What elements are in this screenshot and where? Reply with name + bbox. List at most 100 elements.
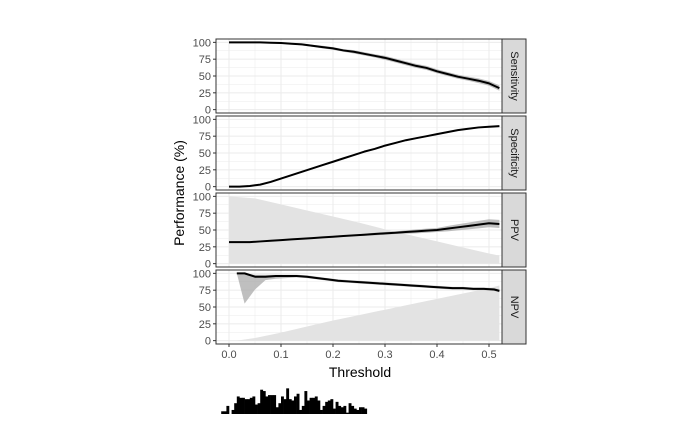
y-axis-title: Performance (%) (171, 140, 187, 246)
histogram-bar (314, 396, 318, 414)
histogram-bar (221, 411, 225, 414)
histogram-bar (249, 397, 253, 414)
histogram-bar (351, 405, 355, 414)
shaded-area (236, 285, 500, 341)
histogram-bar (244, 399, 248, 414)
y-tick-label: 25 (199, 319, 211, 331)
y-tick-label: 100 (193, 268, 211, 280)
series-line-ppv (229, 222, 500, 244)
strip-label-specificity: Specificity (508, 128, 520, 178)
histogram-bar (286, 388, 290, 414)
threshold-histogram (221, 388, 368, 414)
histogram-bar (327, 400, 331, 414)
histogram-bar (307, 400, 310, 414)
histogram-bar (361, 407, 365, 414)
histogram-bar (257, 403, 261, 414)
y-tick-label: 25 (199, 242, 211, 254)
y-tick-label: 50 (199, 302, 211, 314)
y-tick-label: 0 (205, 259, 211, 271)
strip-specificity (501, 115, 527, 191)
histogram-bar (262, 391, 266, 414)
histogram-bar (273, 395, 277, 414)
histogram-bar (234, 403, 238, 414)
y-tick-label: 75 (199, 285, 211, 297)
x-tick-label: 0.4 (429, 349, 444, 361)
histogram-bar (301, 405, 305, 414)
histogram-bar (283, 399, 287, 414)
histogram-bar (281, 396, 284, 414)
histogram-bar (223, 411, 227, 414)
series-line-npv (236, 272, 500, 292)
y-tick-label: 50 (199, 148, 211, 160)
histogram-bar (317, 400, 321, 414)
series-line-sensitivity (229, 41, 500, 90)
histogram-bar (346, 412, 349, 414)
histogram-bar (309, 397, 313, 414)
y-tick-label: 100 (193, 191, 211, 203)
histogram-bar (260, 389, 264, 414)
x-tick-label: 0.2 (325, 349, 340, 361)
histogram-bar (335, 401, 339, 414)
histogram-bar (353, 408, 357, 414)
x-tick-label: 0.5 (481, 349, 496, 361)
histogram-bar (312, 397, 316, 414)
histogram-bar (296, 393, 300, 414)
histogram-bar (291, 400, 295, 414)
x-tick-label: 0.1 (273, 349, 288, 361)
histogram-bar (252, 396, 256, 414)
y-tick-label: 0 (205, 105, 211, 117)
histogram-bar (322, 405, 326, 414)
histogram-bar (231, 409, 235, 414)
histogram-bar (320, 409, 323, 414)
histogram-bar (304, 391, 308, 414)
histogram-bar (356, 409, 360, 414)
histogram-bar (268, 395, 271, 414)
histogram-bar (325, 401, 329, 414)
y-tick-label: 0 (205, 336, 211, 348)
histogram-bar (275, 407, 279, 414)
panel-sensitivity: 0 25 50 75 100 Sensitivity (193, 37, 527, 117)
histogram-bar (340, 407, 344, 414)
panels-layer: 0 25 50 75 100 Sensitivity 0 25 50 75 100 Specifici… (193, 37, 527, 348)
panel-ppv: 0 25 50 75 100 PPV (193, 191, 527, 271)
x-tick-label: 0.0 (221, 349, 236, 361)
histogram-bar (236, 396, 240, 414)
histogram-bar (343, 405, 347, 414)
histogram-bar (299, 409, 303, 414)
y-tick-label: 100 (193, 37, 211, 49)
x-axis-title: Threshold (329, 364, 391, 380)
y-tick-label: 75 (199, 208, 211, 220)
histogram-bar (270, 395, 274, 414)
y-tick-label: 100 (193, 114, 211, 126)
histogram-bar (333, 408, 336, 414)
y-tick-label: 25 (199, 165, 211, 177)
histogram-bar (255, 404, 258, 414)
y-tick-label: 50 (199, 225, 211, 237)
histogram-bar (294, 396, 297, 414)
strip-sensitivity (501, 38, 527, 114)
y-tick-label: 50 (199, 71, 211, 83)
y-tick-label: 25 (199, 88, 211, 100)
y-tick-label: 75 (199, 131, 211, 143)
strip-label-ppv: PPV (508, 219, 520, 242)
histogram-bar (247, 399, 251, 414)
histogram-bar (239, 397, 243, 414)
x-axis: 0.0 0.1 0.2 0.3 0.4 0.5 (221, 344, 497, 361)
histogram-bar (288, 399, 292, 414)
strip-ppv (501, 192, 527, 268)
panel-specificity: 0 25 50 75 100 Specificity (193, 114, 527, 194)
histogram-bar (226, 405, 230, 414)
strip-npv (501, 269, 527, 345)
histogram-bar (359, 407, 362, 414)
histogram-bar (242, 397, 245, 414)
strip-label-npv: NPV (508, 296, 520, 319)
panel-npv: 0 25 50 75 100 NPV (193, 268, 527, 348)
histogram-bar (330, 399, 334, 414)
y-tick-label: 0 (205, 182, 211, 194)
y-tick-label: 75 (199, 54, 211, 66)
series-line-specificity (229, 125, 500, 188)
histogram-bar (364, 408, 368, 414)
strip-label-sensitivity: Sensitivity (508, 51, 520, 101)
x-tick-label: 0.3 (377, 349, 392, 361)
